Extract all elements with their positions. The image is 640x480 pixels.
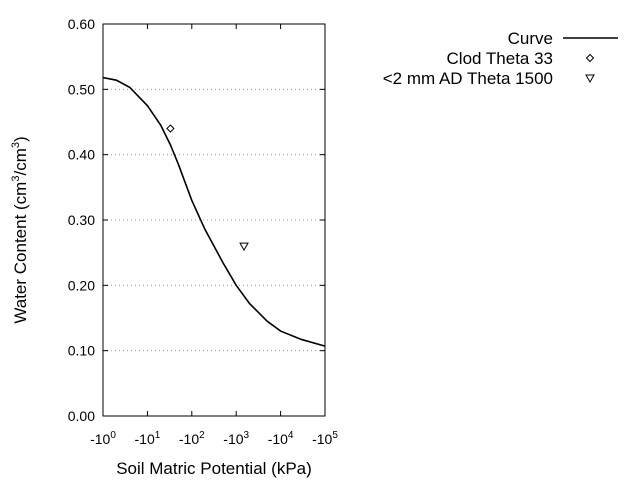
x-axis-label: Soil Matric Potential (kPa) [116,459,312,478]
y-tick-label: 0.40 [68,147,95,163]
x-tick-label: -100 [90,430,116,447]
y-tick-label: 0.00 [68,408,95,424]
x-tick-label: -102 [179,430,205,447]
y-tick-label: 0.10 [68,343,95,359]
y-axis-label-sup: 3 [10,142,22,148]
legend-label: Clod Theta 33 [447,49,553,68]
x-tick-label-base: -10 [135,431,155,447]
y-axis-label-part: Water Content (cm [11,182,30,324]
x-tick-label-exp: 0 [110,430,116,441]
y-axis-label-sup: 3 [10,176,22,182]
x-tick-label-exp: 3 [244,430,250,441]
x-tick-label-base: -10 [268,431,288,447]
x-tick-label: -101 [135,430,161,447]
legend-label: <2 mm AD Theta 1500 [383,69,553,88]
x-tick-label-base: -10 [312,431,332,447]
curve [102,76,326,347]
y-axis-label-part: ) [11,136,30,142]
legend-marker [585,74,595,84]
legend-label: Curve [508,29,553,48]
y-tick-label: 0.60 [68,16,95,32]
data-point [239,242,249,252]
x-tick-label-base: -10 [223,431,243,447]
legend-marker [585,53,595,63]
y-axis-label: Water Content (cm3/cm3) [10,136,30,323]
x-tick-label: -104 [268,430,294,447]
x-tick-label-exp: 5 [332,430,338,441]
x-tick-label: -103 [223,430,249,447]
x-tick-label-exp: 1 [155,430,161,441]
x-tick-label-exp: 2 [199,430,205,441]
x-tick-label: -105 [312,430,338,447]
y-tick-label: 0.30 [68,212,95,228]
x-tick-label-base: -10 [179,431,199,447]
y-tick-label: 0.50 [68,81,95,97]
x-tick-label-exp: 4 [288,430,294,441]
data-point [166,124,175,133]
plot-frame [102,23,326,417]
x-tick-label-base: -10 [90,431,110,447]
y-axis-label-part: /cm [11,148,30,175]
y-tick-label: 0.20 [68,277,95,293]
